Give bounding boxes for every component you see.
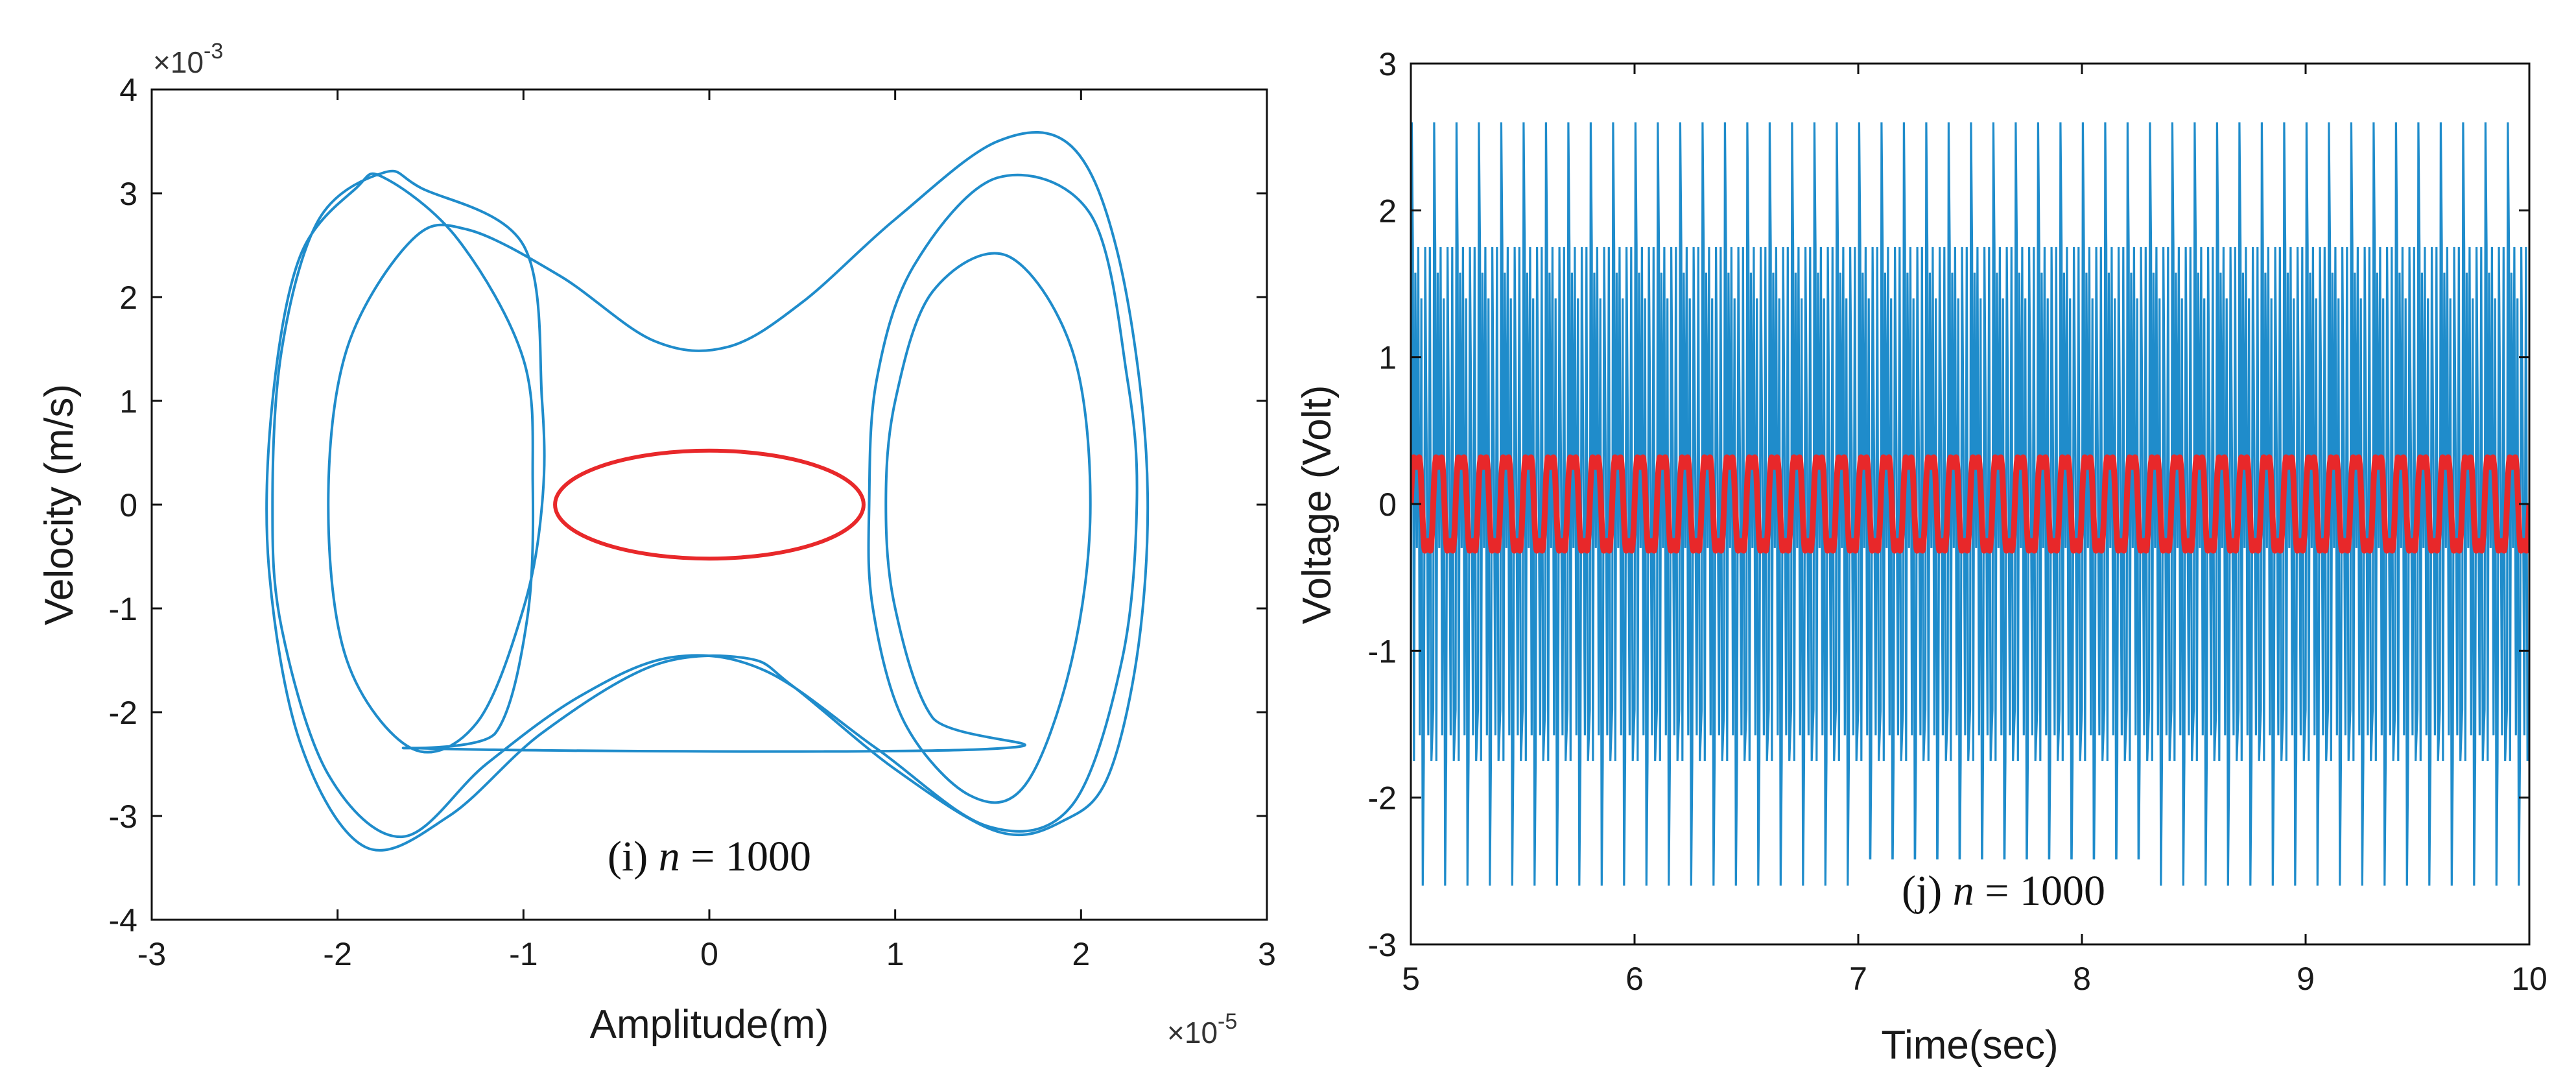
phase-x-exponent-base: ×10	[1167, 1016, 1218, 1049]
phase-x-axis-label: Amplitude(m)	[590, 1002, 829, 1047]
phase-x-tick-label: -3	[137, 936, 166, 972]
voltage-y-tick-label: -3	[1368, 927, 1397, 963]
phase-y-tick-label: -3	[109, 798, 137, 835]
phase-x-exponent-power: -5	[1218, 1009, 1237, 1034]
phase-y-exponent: ×10-3	[153, 39, 223, 79]
phase-annotation-var: n	[659, 833, 680, 880]
phase-annotation: (i) n = 1000	[608, 833, 811, 880]
voltage-x-tick-label: 6	[1625, 961, 1644, 997]
voltage-x-tick-label: 7	[1849, 961, 1867, 997]
phase-y-tick-label: 4	[119, 72, 137, 108]
voltage-y-axis-label: Voltage (Volt)	[1295, 385, 1340, 625]
voltage-x-axis-label: Time(sec)	[1881, 1023, 2058, 1068]
phase-y-tick-label: 2	[119, 280, 137, 316]
phase-x-tick-label: 3	[1258, 936, 1276, 972]
series-periodic-orbit	[553, 448, 866, 561]
phase-y-tick-label: 3	[119, 176, 137, 212]
voltage-y-tick-label: 2	[1378, 193, 1397, 229]
voltage-chart: 5 6 7 8 9 10 -3 -2 -1 0 1 2 3 Time(sec) Voltage (Vol…	[1295, 46, 2547, 1068]
series-periodic-voltage	[1411, 454, 2529, 554]
phase-y-exponent-power: -3	[204, 39, 223, 64]
phase-x-tick-label: -1	[509, 936, 538, 972]
voltage-x-tick-label: 8	[2073, 961, 2091, 997]
phase-y-axis-label: Velocity (m/s)	[37, 384, 82, 625]
phase-x-tick-label: 1	[886, 936, 904, 972]
series-chaotic-voltage	[1411, 122, 2529, 886]
voltage-plot-area	[1411, 122, 2529, 886]
phase-y-exponent-base: ×10	[153, 45, 204, 79]
voltage-annotation-prefix: (j)	[1902, 867, 1953, 915]
voltage-ticks: 5 6 7 8 9 10 -3 -2 -1 0 1 2 3	[1368, 46, 2547, 997]
voltage-y-tick-label: 0	[1378, 486, 1397, 523]
voltage-annotation-box	[1861, 859, 2146, 919]
voltage-y-tick-label: 3	[1378, 46, 1397, 82]
phase-y-tick-label: 1	[119, 383, 137, 420]
phase-annotation-prefix: (i)	[608, 833, 659, 880]
voltage-y-tick-label: -1	[1368, 633, 1397, 669]
voltage-y-tick-label: 1	[1378, 340, 1397, 376]
phase-x-tick-label: 2	[1072, 936, 1090, 972]
phase-x-tick-label: -2	[323, 936, 351, 972]
phase-plot-area	[265, 131, 1150, 852]
voltage-x-tick-label: 5	[1402, 961, 1420, 997]
voltage-x-tick-label: 10	[2511, 961, 2547, 997]
phase-y-tick-label: -2	[109, 695, 137, 731]
voltage-annotation-suffix: = 1000	[1974, 867, 2105, 915]
voltage-x-tick-label: 9	[2297, 961, 2315, 997]
phase-annotation-suffix: = 1000	[680, 833, 811, 880]
phase-y-tick-label: 0	[119, 487, 137, 523]
phase-x-tick-label: 0	[700, 936, 718, 972]
voltage-annotation: (j) n = 1000	[1902, 867, 2105, 915]
voltage-y-tick-label: -2	[1368, 780, 1397, 817]
phase-y-tick-label: -4	[109, 902, 137, 939]
voltage-annotation-var: n	[1953, 867, 1974, 915]
phase-y-tick-label: -1	[109, 591, 137, 627]
series-chaotic-orbit	[265, 131, 1150, 852]
phase-x-exponent: ×10-5	[1167, 1009, 1237, 1049]
